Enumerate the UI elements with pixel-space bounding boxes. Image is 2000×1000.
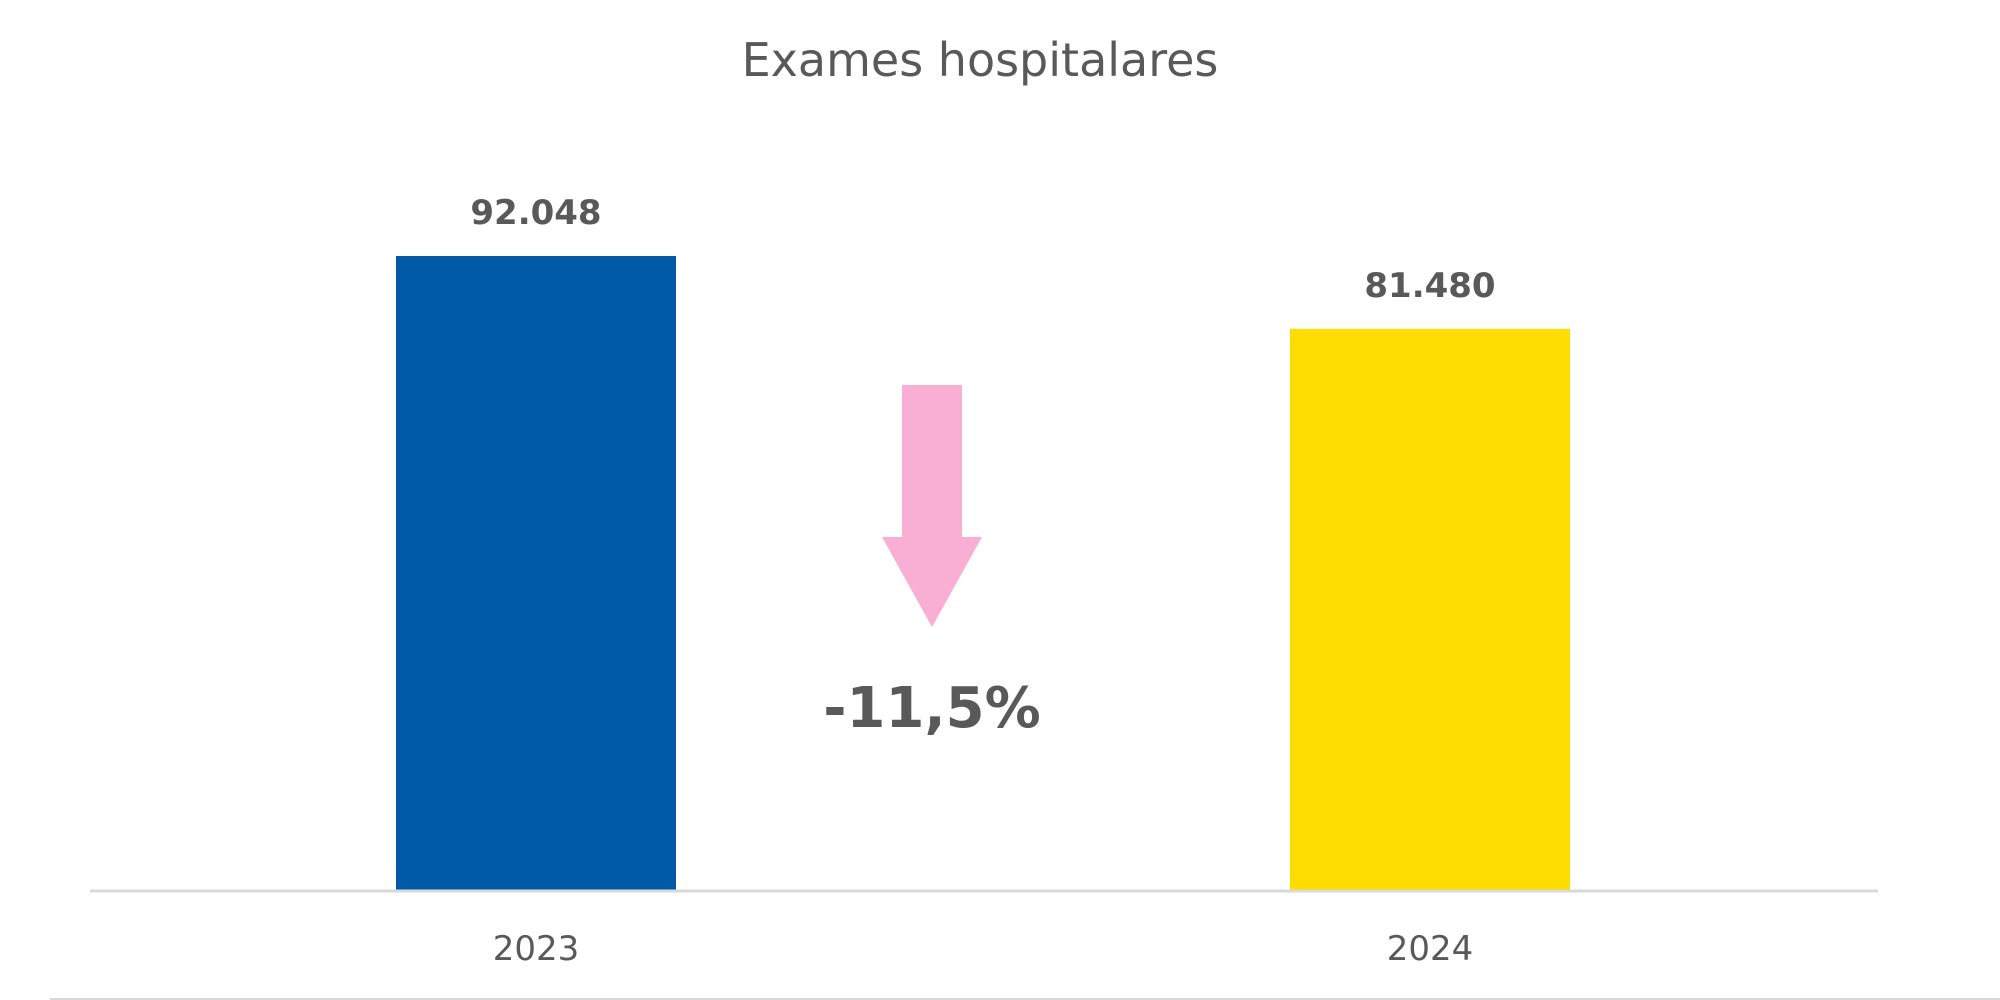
bar-2024 (1290, 328, 1570, 891)
x-tick-labels: 2023 2024 (493, 929, 1474, 969)
bar-2023 (396, 256, 676, 890)
data-label-2024: 81.480 (1364, 266, 1495, 306)
change-percentage-label: -11,5% (823, 676, 1041, 741)
change-annotation: -11,5% (823, 385, 1041, 741)
data-label-2023: 92.048 (470, 193, 601, 233)
down-arrow-icon (882, 385, 982, 627)
x-tick-label-2023: 2023 (493, 929, 580, 969)
bars-layer (396, 256, 1570, 891)
chart-title: Exames hospitalares (742, 33, 1219, 87)
data-labels-layer: 92.048 81.480 (470, 193, 1495, 306)
x-tick-label-2024: 2024 (1387, 929, 1474, 969)
